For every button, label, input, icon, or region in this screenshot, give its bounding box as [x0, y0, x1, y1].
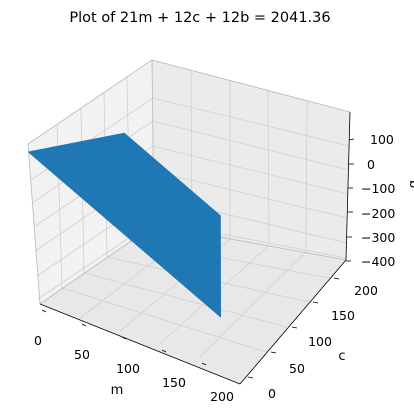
z-tick-label: −400 [361, 254, 395, 269]
y-axis-label: c [338, 349, 345, 364]
y-tick-label: 0 [268, 386, 276, 401]
surface-polygon [28, 132, 221, 318]
x-axis-line [39, 303, 241, 385]
y-tick-label: 50 [289, 361, 305, 376]
surface-plane [28, 132, 221, 318]
z-axis-label: b [406, 180, 414, 188]
y-tick-label: 150 [331, 308, 355, 323]
x-tick-label: 200 [210, 389, 234, 404]
x-axis-label: m [111, 383, 124, 398]
z-tick-label: −300 [361, 230, 395, 245]
x-tick-label: 50 [74, 347, 90, 362]
y-tick-label: 100 [308, 334, 332, 349]
y-axis-line [239, 259, 347, 385]
z-tick-label: 100 [370, 132, 394, 147]
floor-pane [40, 225, 346, 384]
z-tick-labels: 100 0 −100 −200 −300 −400 [361, 132, 395, 269]
axis-lines [39, 111, 351, 385]
y-tick-labels: 0 50 100 150 200 [268, 283, 378, 401]
x-tick-label: 100 [116, 361, 140, 376]
tick-marks [41, 138, 355, 379]
x-tick-label: 150 [162, 375, 186, 390]
z-axis-line [345, 111, 351, 261]
z-tick-label: 0 [367, 157, 375, 172]
z-tick-label: −100 [361, 181, 395, 196]
y-tick-label: 200 [354, 283, 378, 298]
x-tick-label: 0 [34, 333, 42, 348]
x-tick-labels: 0 50 100 150 200 [34, 333, 234, 404]
z-tick-label: −200 [361, 206, 395, 221]
chart-title: Plot of 21m + 12c + 12b = 2041.36 [69, 10, 330, 26]
